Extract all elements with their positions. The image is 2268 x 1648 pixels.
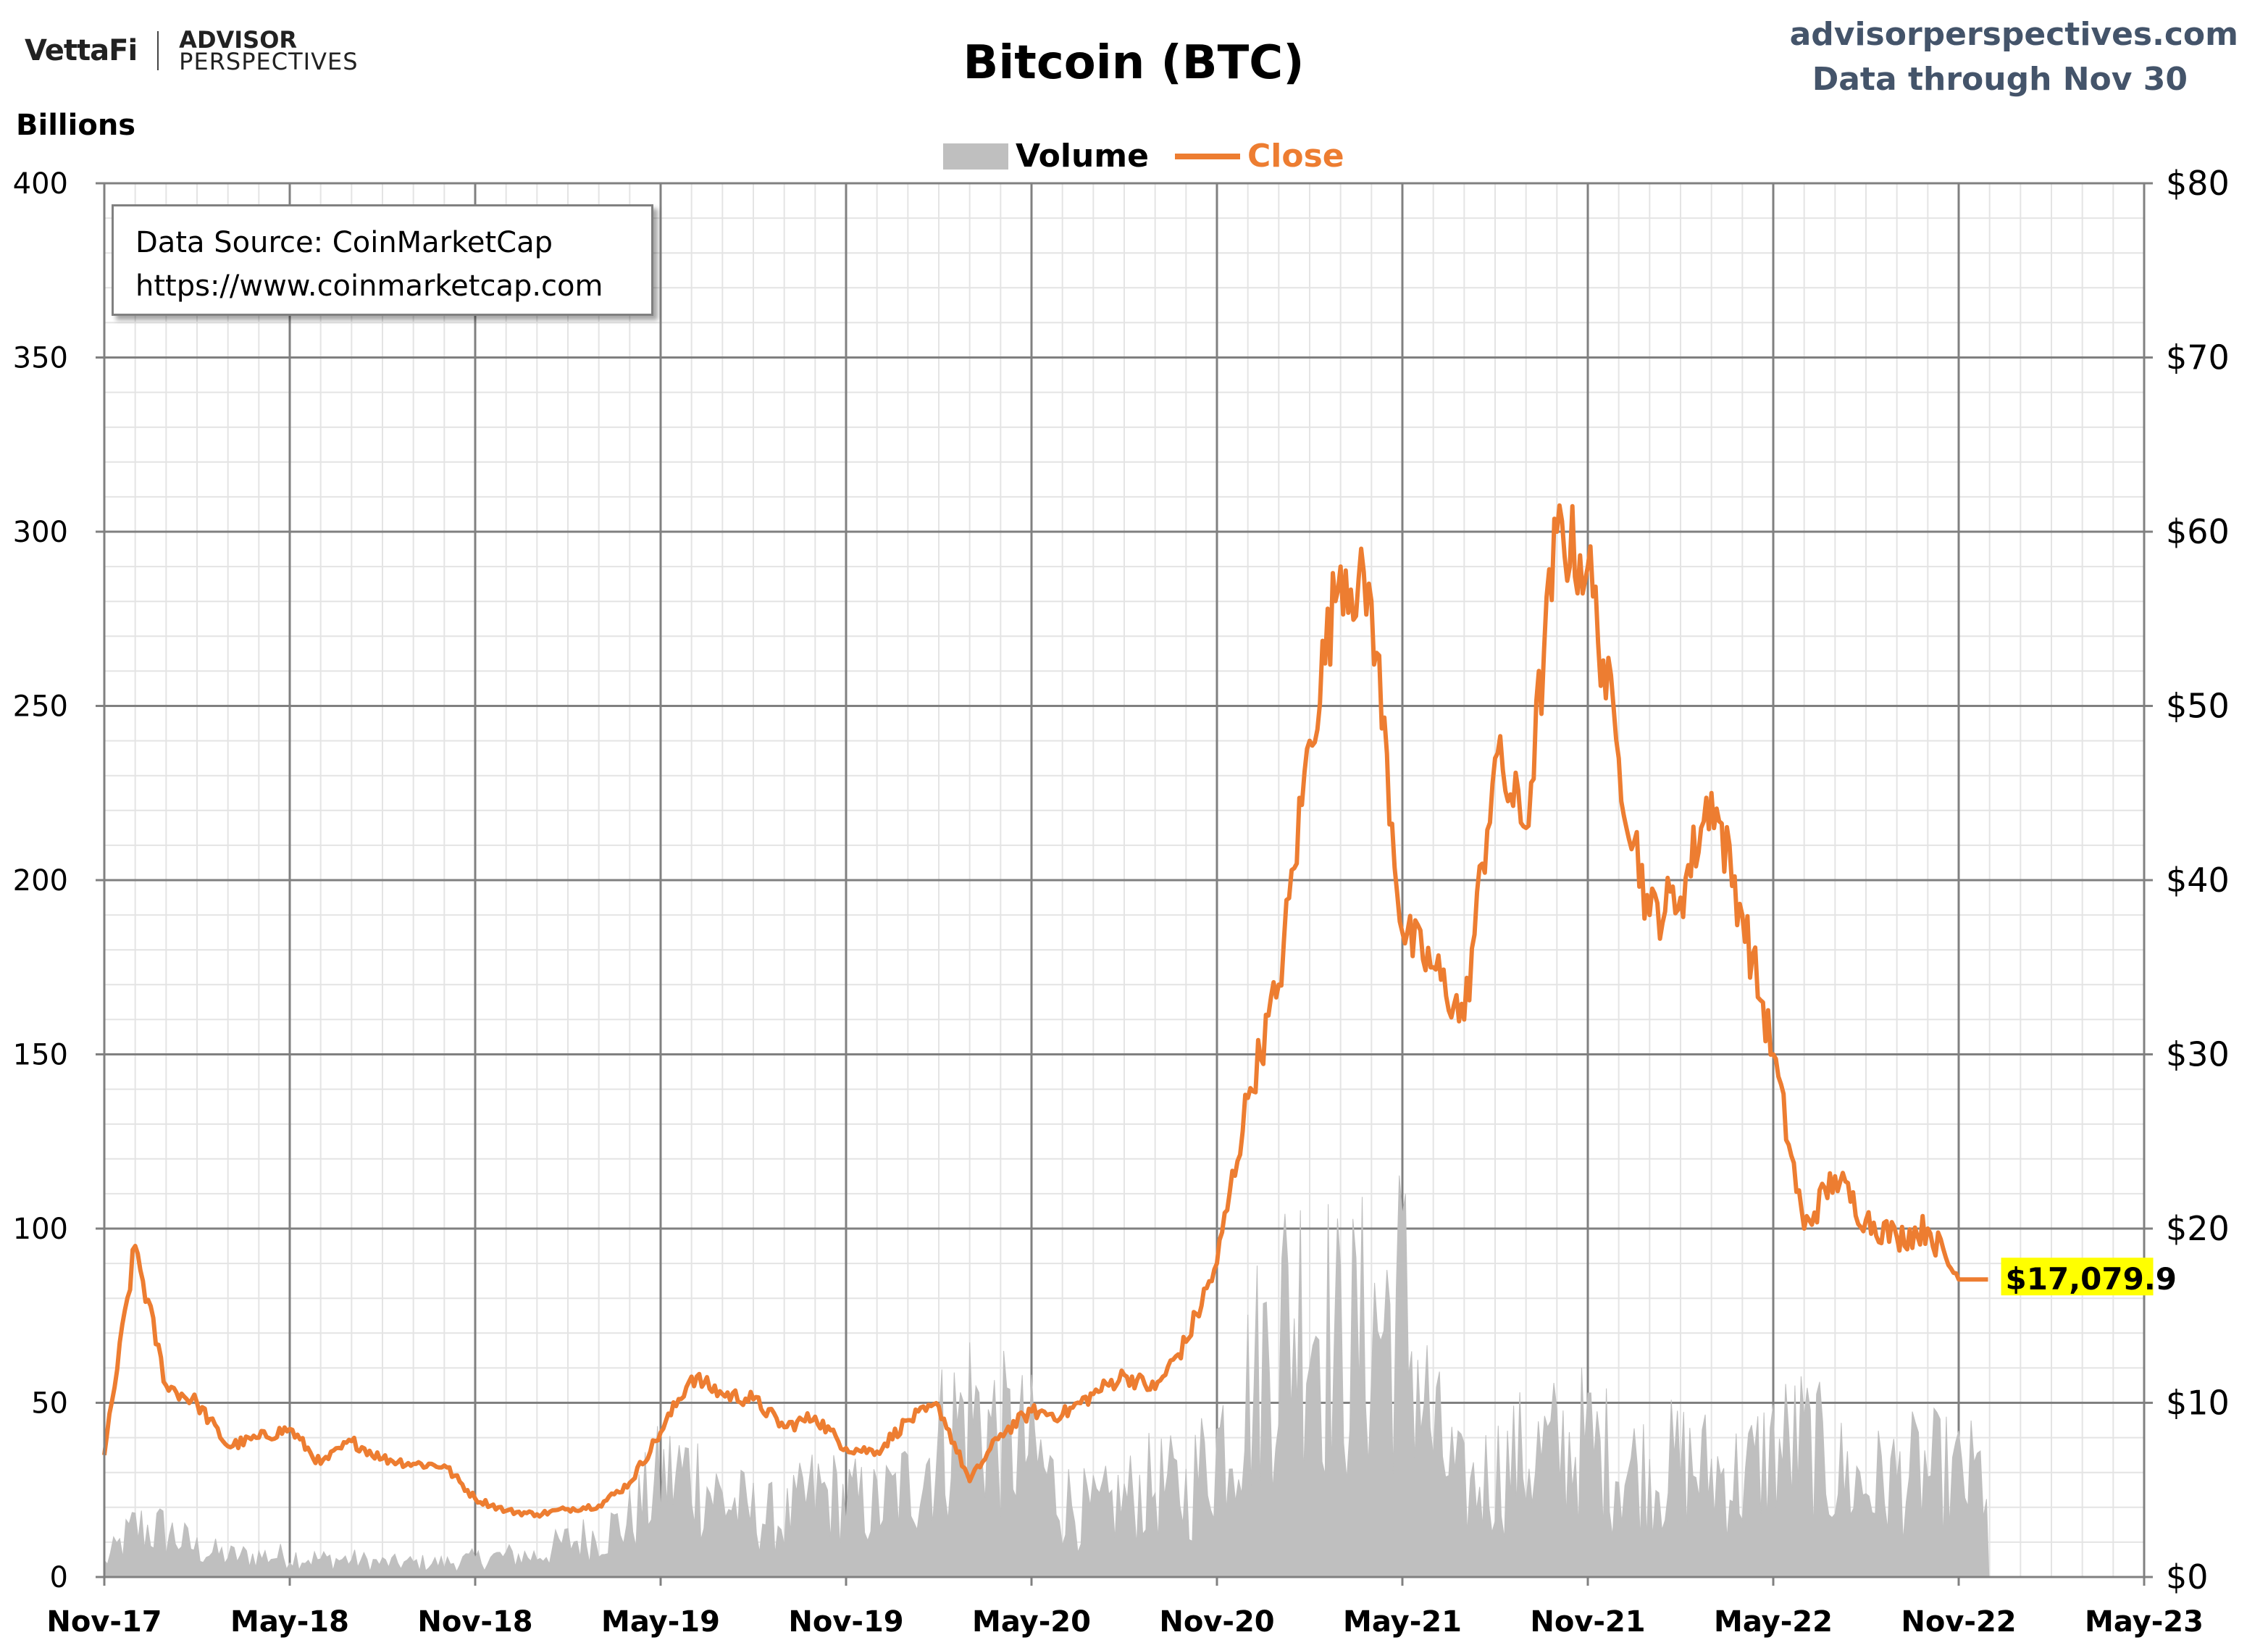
brand-logo: VettaFi ADVISOR PERSPECTIVES	[25, 26, 359, 75]
site-url: advisorperspectives.com	[1790, 16, 2238, 53]
axes	[103, 182, 2146, 1578]
x-tick-label: Nov-17	[46, 1605, 162, 1639]
close-line	[102, 503, 1988, 1519]
right-tick-label: $80	[2166, 164, 2230, 203]
right-tick-label: $30	[2166, 1035, 2230, 1074]
right-tick-label: $40	[2166, 861, 2230, 900]
x-tick-label: May-21	[1343, 1605, 1462, 1639]
x-tick-label: May-20	[972, 1605, 1091, 1639]
data-through-note: Data through Nov 30	[1812, 61, 2188, 98]
right-tick-label: $20	[2166, 1209, 2230, 1248]
x-tick-label: Nov-20	[1159, 1605, 1274, 1639]
x-tick-label: May-23	[2085, 1605, 2204, 1639]
vettafi-logo: VettaFi	[25, 34, 138, 67]
x-tick-label: Nov-18	[417, 1605, 532, 1639]
left-tick-label: 0	[50, 1561, 68, 1594]
left-tick-label: 50	[31, 1387, 68, 1421]
right-axis-ticks: $0 $10 $20 $30 $40 $50 $60 $70 $80	[2166, 164, 2230, 1597]
volume-series	[104, 1175, 1990, 1578]
x-tick-label: Nov-21	[1530, 1605, 1645, 1639]
data-source-text: Data Source: CoinMarketCap	[135, 226, 553, 259]
x-tick-label: May-19	[601, 1605, 720, 1639]
volume-area	[104, 1175, 1990, 1578]
x-tick-label: May-18	[230, 1605, 349, 1639]
chart-title: Bitcoin (BTC)	[963, 36, 1305, 90]
x-tick-label: Nov-22	[1901, 1605, 2016, 1639]
y-left-axis-label: Billions	[16, 109, 135, 142]
close-series	[102, 503, 1988, 1519]
legend-volume-swatch	[943, 143, 1008, 170]
logo-line-2: PERSPECTIVES	[179, 48, 359, 75]
logo-line-1: ADVISOR	[179, 26, 298, 54]
legend-close-label: Close	[1247, 138, 1344, 175]
last-value-label: $17,079.9	[2006, 1261, 2177, 1297]
left-tick-label: 150	[13, 1039, 68, 1072]
left-axis-ticks: 0 50 100 150 200 250 300 350 400	[13, 167, 68, 1594]
last-value-callout: $17,079.9	[2001, 1258, 2177, 1297]
right-tick-label: $70	[2166, 338, 2230, 377]
left-tick-label: 200	[13, 864, 68, 898]
right-tick-label: $10	[2166, 1384, 2230, 1423]
left-tick-label: 100	[13, 1213, 68, 1246]
x-tick-label: May-22	[1714, 1605, 1833, 1639]
left-tick-label: 250	[13, 690, 68, 724]
left-tick-label: 300	[13, 516, 68, 549]
x-axis-ticks: Nov-17 May-18 Nov-18 May-19 Nov-19 May-20 Nov-…	[46, 1605, 2204, 1639]
left-tick-label: 350	[13, 342, 68, 375]
plot-border	[103, 182, 2146, 1578]
left-tick-label: 400	[13, 167, 68, 201]
right-tick-label: $0	[2166, 1557, 2209, 1597]
advisor-perspectives-logo: ADVISOR PERSPECTIVES	[179, 26, 359, 75]
data-source-url: https://www.coinmarketcap.com	[135, 269, 603, 303]
legend-volume-label: Volume	[1016, 138, 1149, 175]
legend: Volume Close	[943, 138, 1344, 175]
logo-separator	[157, 31, 159, 70]
right-tick-label: $50	[2166, 687, 2230, 726]
last-value-highlight	[2001, 1258, 2154, 1296]
right-tick-label: $60	[2166, 512, 2230, 551]
data-source-box: Data Source: CoinMarketCap https://www.c…	[112, 204, 653, 316]
x-tick-label: Nov-19	[788, 1605, 903, 1639]
